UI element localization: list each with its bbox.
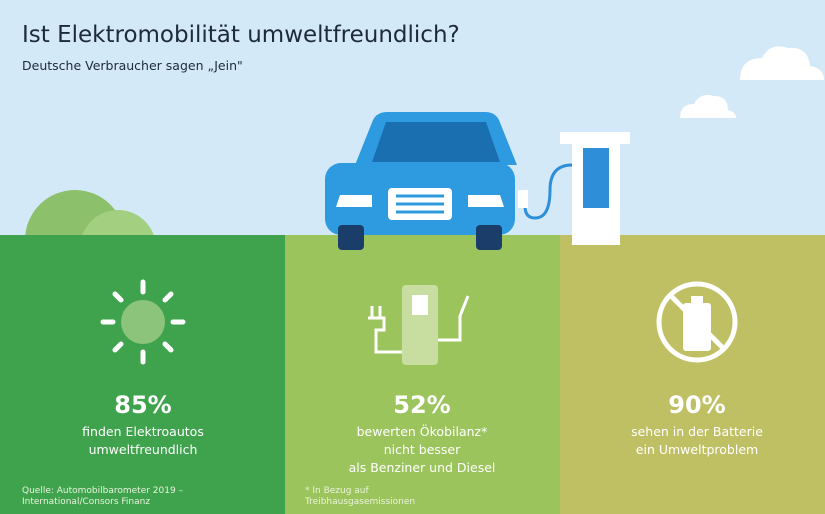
panel-right — [560, 235, 825, 514]
stat: 85% — [114, 391, 171, 419]
panel-left — [0, 235, 285, 514]
footnote: * In Bezug auf — [305, 486, 370, 496]
description: bewerten Ökobilanz* — [357, 423, 488, 439]
description: sehen in der Batterie — [631, 424, 763, 439]
footnote: Quelle: Automobilbarometer 2019 – — [22, 486, 184, 496]
description: als Benziner und Diesel — [349, 460, 496, 475]
footnote: Treibhausgasemissionen — [304, 497, 415, 507]
title: Ist Elektromobilität umweltfreundlich? — [22, 22, 460, 48]
description: nicht besser — [384, 442, 461, 457]
subtitle: Deutsche Verbraucher sagen „Jein" — [22, 58, 243, 73]
description: finden Elektroautos — [82, 424, 204, 439]
description: umweltfreundlich — [89, 442, 198, 457]
stat: 52% — [393, 391, 450, 419]
stat: 90% — [668, 391, 725, 419]
description: ein Umweltproblem — [636, 442, 758, 457]
infographic: Ist Elektromobilität umweltfreundlich? D… — [0, 0, 825, 514]
sun-icon — [103, 282, 183, 362]
footnote: International/Consors Finanz — [22, 497, 150, 507]
